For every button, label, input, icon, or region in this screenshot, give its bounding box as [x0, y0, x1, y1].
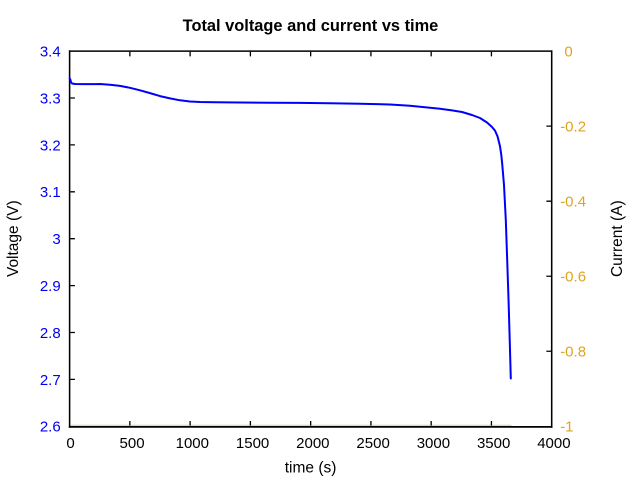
- svg-text:-0.4: -0.4: [560, 194, 586, 211]
- svg-text:2000: 2000: [296, 435, 329, 452]
- svg-text:3.2: 3.2: [40, 137, 61, 154]
- svg-text:3000: 3000: [417, 435, 450, 452]
- svg-text:3: 3: [52, 231, 60, 248]
- svg-text:time (s): time (s): [285, 460, 337, 477]
- svg-text:0: 0: [66, 435, 74, 452]
- svg-text:0: 0: [564, 44, 572, 61]
- svg-text:2.8: 2.8: [40, 325, 61, 342]
- svg-text:3.4: 3.4: [40, 44, 61, 61]
- svg-text:Voltage (V): Voltage (V): [5, 200, 22, 277]
- svg-text:2.9: 2.9: [40, 278, 61, 295]
- svg-text:3.1: 3.1: [40, 184, 61, 201]
- svg-text:2.6: 2.6: [40, 419, 61, 436]
- svg-text:-1: -1: [560, 419, 573, 436]
- svg-text:-0.2: -0.2: [560, 119, 586, 136]
- svg-text:500: 500: [120, 435, 145, 452]
- svg-text:1000: 1000: [176, 435, 209, 452]
- svg-text:-0.6: -0.6: [560, 269, 586, 286]
- svg-text:2500: 2500: [356, 435, 389, 452]
- svg-text:1500: 1500: [236, 435, 269, 452]
- svg-text:-0.8: -0.8: [560, 344, 586, 361]
- svg-text:Total voltage and current vs t: Total voltage and current vs time: [183, 17, 439, 35]
- svg-text:3.3: 3.3: [40, 90, 61, 107]
- svg-text:Current (A): Current (A): [609, 200, 626, 277]
- svg-text:2.7: 2.7: [40, 372, 61, 389]
- svg-text:3500: 3500: [477, 435, 510, 452]
- svg-text:4000: 4000: [537, 435, 570, 452]
